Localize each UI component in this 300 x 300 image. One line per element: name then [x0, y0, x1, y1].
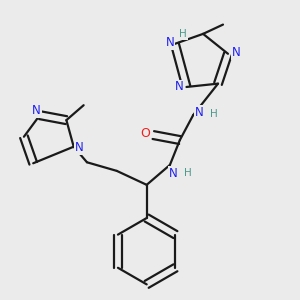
Text: N: N	[169, 167, 178, 180]
Text: N: N	[75, 141, 84, 154]
Text: H: H	[210, 110, 218, 119]
Text: N: N	[195, 106, 203, 119]
Text: N: N	[166, 36, 174, 49]
Text: N: N	[175, 80, 184, 94]
Text: H: H	[179, 29, 187, 39]
Text: H: H	[184, 168, 192, 178]
Text: N: N	[32, 104, 41, 117]
Text: N: N	[232, 46, 241, 59]
Text: O: O	[140, 127, 150, 140]
